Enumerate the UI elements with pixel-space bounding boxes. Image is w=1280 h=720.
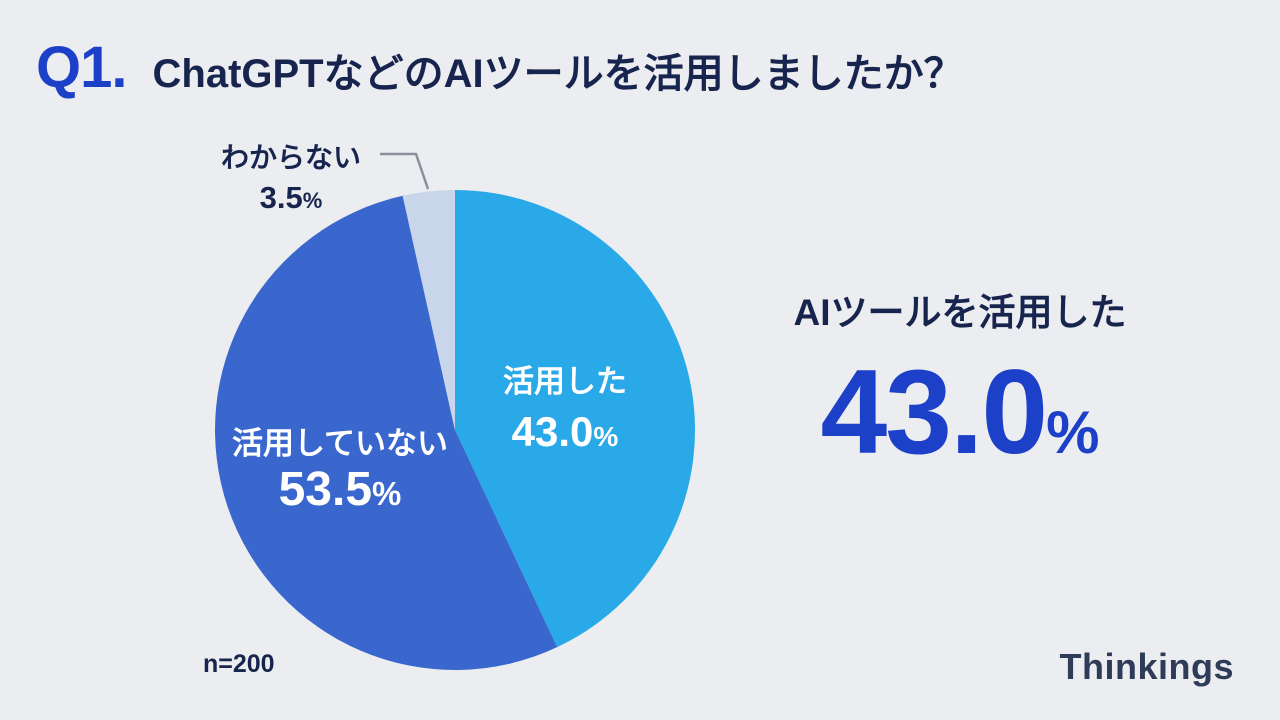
- unknown-slice-label: わからない: [220, 142, 361, 173]
- unknown-slice-value: 3.5%: [259, 180, 323, 215]
- unknown-slice-callout: わからない 3.5%: [186, 136, 396, 216]
- percent-sign: %: [1046, 399, 1100, 466]
- brand-logo: Thinkings: [1059, 646, 1234, 687]
- pie-slice-2: [402, 190, 455, 430]
- pie-slices: [215, 190, 696, 670]
- pie-slice-0: [455, 190, 696, 648]
- pie-slice-1: [215, 195, 558, 670]
- percent-sign: %: [593, 421, 619, 452]
- used-slice-value: 43.0%: [511, 408, 619, 455]
- used-slice-label: 活用した: [503, 364, 627, 399]
- header: Q1. ChatGPTなどのAIツールを活用しましたか？: [36, 34, 964, 101]
- question-number: Q1.: [36, 35, 127, 100]
- highlight-block: AIツールを活用した 43.0%: [740, 282, 1180, 472]
- unknown-slice-connector-line: [380, 152, 430, 190]
- percent-sign: %: [302, 188, 323, 213]
- percent-sign: %: [372, 475, 402, 512]
- not-used-slice-label: 活用していない: [231, 426, 449, 461]
- not-used-slice-value: 53.5%: [278, 463, 402, 516]
- sample-size-label: n=200: [203, 650, 275, 678]
- highlight-value: 43.0%: [820, 345, 1100, 479]
- page-title: ChatGPTなどのAIツールを活用しましたか？: [152, 52, 964, 96]
- highlight-label: AIツールを活用した: [793, 292, 1127, 333]
